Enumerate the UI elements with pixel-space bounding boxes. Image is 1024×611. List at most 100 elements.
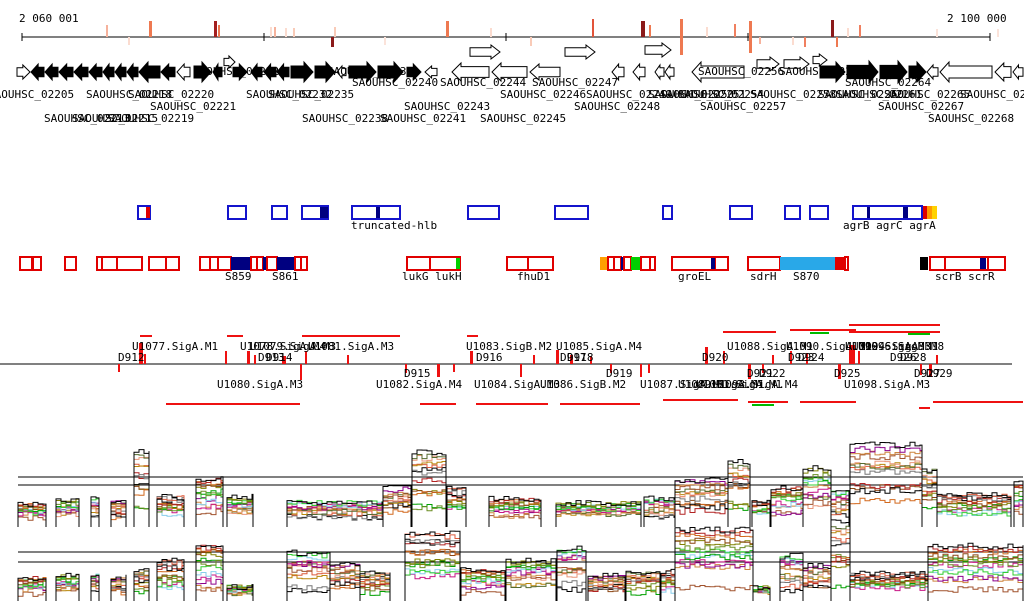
gene-arrow[interactable] [879,59,908,85]
feature-box[interactable] [554,205,589,220]
gene-arrow[interactable] [564,43,596,61]
feature-box[interactable] [747,256,781,271]
tss-tick[interactable] [405,364,407,373]
gene-arrow[interactable] [250,62,263,82]
tss-tick[interactable] [723,351,725,364]
tss-tick[interactable] [838,364,841,379]
tss-tick[interactable] [556,350,559,364]
feature-box[interactable] [271,205,288,220]
gene-arrow[interactable] [44,62,59,82]
tss-tick[interactable] [470,351,473,364]
feature-box[interactable] [506,256,554,271]
gene-arrow[interactable] [819,60,846,84]
gene-arrow[interactable] [126,62,139,82]
gene-arrow[interactable] [632,62,646,82]
tss-tick[interactable] [640,364,642,377]
tss-tick[interactable] [347,355,349,364]
gene-arrow[interactable] [926,63,939,81]
tss-tick[interactable] [300,364,302,380]
feature-box[interactable] [784,205,801,220]
gene-arrow[interactable] [16,63,31,81]
tss-tick[interactable] [610,364,612,373]
tss-tick[interactable] [748,364,751,379]
gene-arrow[interactable] [348,60,377,84]
gene-arrow[interactable] [58,62,74,82]
tss-tick[interactable] [790,351,792,364]
feature-box[interactable] [920,257,928,270]
gene-arrow[interactable] [193,60,212,84]
gene-arrow[interactable] [644,41,672,59]
feature-box[interactable] [929,256,1006,271]
feature-box[interactable] [266,256,278,271]
tss-tick[interactable] [648,364,650,373]
gene-arrow[interactable] [276,62,290,82]
gene-arrow[interactable] [88,62,103,82]
gene-arrow[interactable] [30,62,45,82]
gene-arrow[interactable] [654,63,665,81]
gene-arrow[interactable] [529,62,561,82]
feature-box[interactable] [148,256,180,271]
tss-tick[interactable] [705,347,708,364]
feature-box[interactable] [263,257,267,270]
feature-box[interactable] [932,206,937,219]
tss-tick[interactable] [144,354,146,364]
gene-arrow[interactable] [290,60,314,84]
gene-arrow[interactable] [102,62,115,82]
gene-arrow[interactable] [908,60,927,84]
tss-tick[interactable] [225,351,227,364]
gene-arrow[interactable] [691,60,745,84]
tss-tick[interactable] [806,353,808,364]
gene-arrow[interactable] [212,62,223,82]
gene-arrow[interactable] [176,62,191,82]
feature-box[interactable] [406,256,461,271]
tss-tick[interactable] [772,355,774,364]
feature-box[interactable] [600,257,608,270]
tss-tick[interactable] [453,364,455,372]
gene-arrow[interactable] [756,55,780,73]
tss-tick[interactable] [533,355,535,364]
gene-arrow[interactable] [491,61,528,83]
tss-tick[interactable] [118,364,120,372]
gene-arrow[interactable] [406,62,422,82]
feature-box[interactable] [231,257,251,270]
feature-box[interactable] [217,256,232,271]
gene-arrow[interactable] [783,55,810,73]
tss-tick[interactable] [590,356,592,364]
gene-arrow[interactable] [138,60,161,84]
tss-tick[interactable] [305,351,307,364]
feature-box[interactable] [623,256,632,271]
tss-tick[interactable] [762,364,764,373]
gene-arrow[interactable] [812,52,828,68]
gene-arrow[interactable] [994,61,1012,83]
gene-arrow[interactable] [424,64,438,80]
tss-tick[interactable] [247,351,250,364]
gene-arrow[interactable] [114,62,127,82]
tss-tick[interactable] [858,351,860,364]
feature-box[interactable] [852,205,923,220]
tss-tick[interactable] [929,364,932,377]
gene-arrow[interactable] [160,62,176,82]
feature-box[interactable] [256,256,264,271]
tss-tick[interactable] [254,355,256,364]
gene-arrow[interactable] [263,62,277,82]
feature-box[interactable] [32,256,42,271]
gene-arrow[interactable] [73,62,89,82]
tss-tick[interactable] [920,364,922,375]
feature-box[interactable] [844,256,849,271]
feature-box[interactable] [300,256,308,271]
feature-box[interactable] [780,257,835,270]
gene-arrow[interactable] [232,62,248,82]
gene-arrow[interactable] [611,62,625,82]
tss-tick[interactable] [570,355,573,364]
feature-box[interactable] [621,257,624,270]
feature-box[interactable] [729,205,753,220]
feature-box[interactable] [64,256,77,271]
feature-box[interactable] [927,206,932,219]
feature-box[interactable] [467,205,500,220]
gene-arrow[interactable] [223,54,236,70]
gene-arrow[interactable] [846,59,879,85]
tss-tick[interactable] [282,356,286,364]
feature-box[interactable] [671,256,729,271]
gene-arrow[interactable] [451,61,490,83]
tss-tick[interactable] [520,364,522,377]
